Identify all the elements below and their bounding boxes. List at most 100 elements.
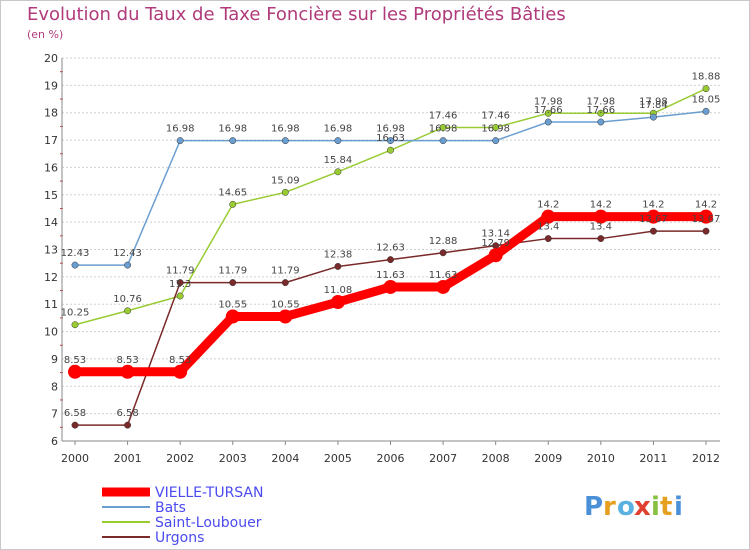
x-tick-label: 2010	[587, 452, 615, 465]
data-point	[649, 113, 657, 121]
data-point	[597, 118, 605, 126]
svg-text:x: x	[634, 492, 651, 522]
data-label: 10.76	[113, 294, 142, 305]
data-point	[334, 168, 342, 176]
data-label: 8.53	[64, 355, 86, 366]
data-label: 14.2	[537, 200, 559, 211]
y-tick-label: 8	[51, 380, 58, 393]
data-point	[488, 248, 503, 263]
data-label: 16.98	[376, 124, 405, 135]
data-label: 11.79	[166, 266, 195, 277]
x-tick-label: 2008	[482, 452, 510, 465]
proxiti-logo: P r o x i t i	[584, 492, 683, 522]
y-tick-label: 16	[44, 161, 58, 174]
data-point	[68, 364, 82, 379]
data-point	[120, 364, 135, 379]
data-label: 10.55	[218, 300, 247, 311]
y-tick-label: 9	[51, 353, 58, 366]
x-tick-label: 2000	[61, 452, 89, 465]
data-point	[281, 137, 289, 145]
data-point	[176, 292, 184, 300]
data-label: 15.09	[271, 175, 300, 186]
data-point	[702, 107, 710, 115]
data-label: 14.65	[218, 187, 247, 198]
data-point	[334, 137, 342, 145]
x-tick-label: 2001	[114, 452, 142, 465]
data-point	[173, 364, 188, 379]
data-label: 16.98	[218, 124, 247, 135]
data-point	[597, 109, 605, 117]
data-label: 18.88	[692, 72, 721, 83]
data-point	[71, 321, 79, 329]
data-point	[541, 209, 556, 224]
series-layer	[68, 85, 713, 429]
data-label: 13.14	[481, 229, 510, 240]
data-point	[383, 279, 398, 294]
y-tick-label: 15	[44, 189, 58, 202]
data-label: 6.58	[64, 408, 86, 419]
svg-text:i: i	[651, 492, 660, 522]
data-label: 17.66	[587, 105, 616, 116]
data-label: 16.63	[376, 133, 405, 144]
legend-label: Bats	[155, 500, 186, 516]
data-point	[439, 249, 447, 257]
data-point	[334, 263, 342, 270]
data-label: 17.98	[587, 96, 616, 107]
data-label: 6.58	[116, 408, 138, 419]
data-point	[492, 137, 500, 145]
x-tick-label: 2011	[639, 452, 667, 465]
x-tick-label: 2007	[429, 452, 457, 465]
x-tick-label: 2004	[271, 452, 299, 465]
data-point	[492, 124, 500, 131]
y-tick-label: 6	[51, 435, 58, 448]
data-point	[330, 295, 345, 310]
y-tick-label: 17	[44, 134, 58, 147]
data-label: 12.88	[429, 236, 458, 247]
data-label: 14.2	[695, 200, 717, 211]
data-point	[124, 261, 132, 269]
data-label: 15.84	[324, 155, 353, 166]
data-label: 12.43	[61, 248, 90, 259]
chart-subtitle: (en %)	[27, 28, 64, 41]
data-label: 17.46	[429, 110, 458, 121]
data-label: 17.66	[534, 105, 563, 116]
data-labels: 8.53 8.53 8.53 10.55 10.55 11.08 11.63 11.63 12.…	[61, 72, 721, 419]
y-tick-label: 13	[44, 244, 58, 257]
svg-text:o: o	[617, 492, 635, 522]
data-point	[281, 188, 289, 196]
data-point	[71, 421, 79, 429]
x-tick-label: 2005	[324, 452, 352, 465]
data-point	[439, 137, 447, 145]
data-point	[702, 85, 710, 93]
data-label: 12.63	[376, 243, 405, 254]
data-point	[649, 227, 657, 235]
chart-title: Evolution du Taux de Taxe Foncière sur l…	[27, 4, 566, 25]
data-label: 16.98	[481, 124, 510, 135]
data-point	[544, 109, 552, 117]
data-point	[278, 309, 293, 324]
y-tick-label: 12	[44, 271, 58, 284]
svg-text:t: t	[660, 492, 672, 522]
y-tick-label: 20	[44, 52, 58, 65]
x-tick-label: 2009	[534, 452, 562, 465]
data-point	[387, 146, 394, 154]
data-point	[176, 137, 184, 145]
data-point	[597, 235, 605, 243]
data-point	[544, 235, 552, 243]
data-label: 13.67	[639, 214, 668, 225]
y-tick-label: 14	[44, 216, 58, 229]
data-label: 14.2	[642, 200, 664, 211]
data-point	[124, 307, 132, 315]
data-label: 17.46	[481, 110, 510, 121]
data-label: 13.4	[537, 222, 559, 233]
data-point	[702, 227, 710, 235]
data-point	[436, 279, 451, 294]
x-tick-label: 2003	[219, 452, 247, 465]
data-label: 16.98	[271, 124, 300, 135]
data-label: 12.43	[113, 248, 142, 259]
svg-text:P: P	[584, 492, 603, 522]
data-point	[225, 309, 240, 324]
data-label: 17.98	[639, 96, 668, 107]
data-point	[387, 137, 394, 145]
